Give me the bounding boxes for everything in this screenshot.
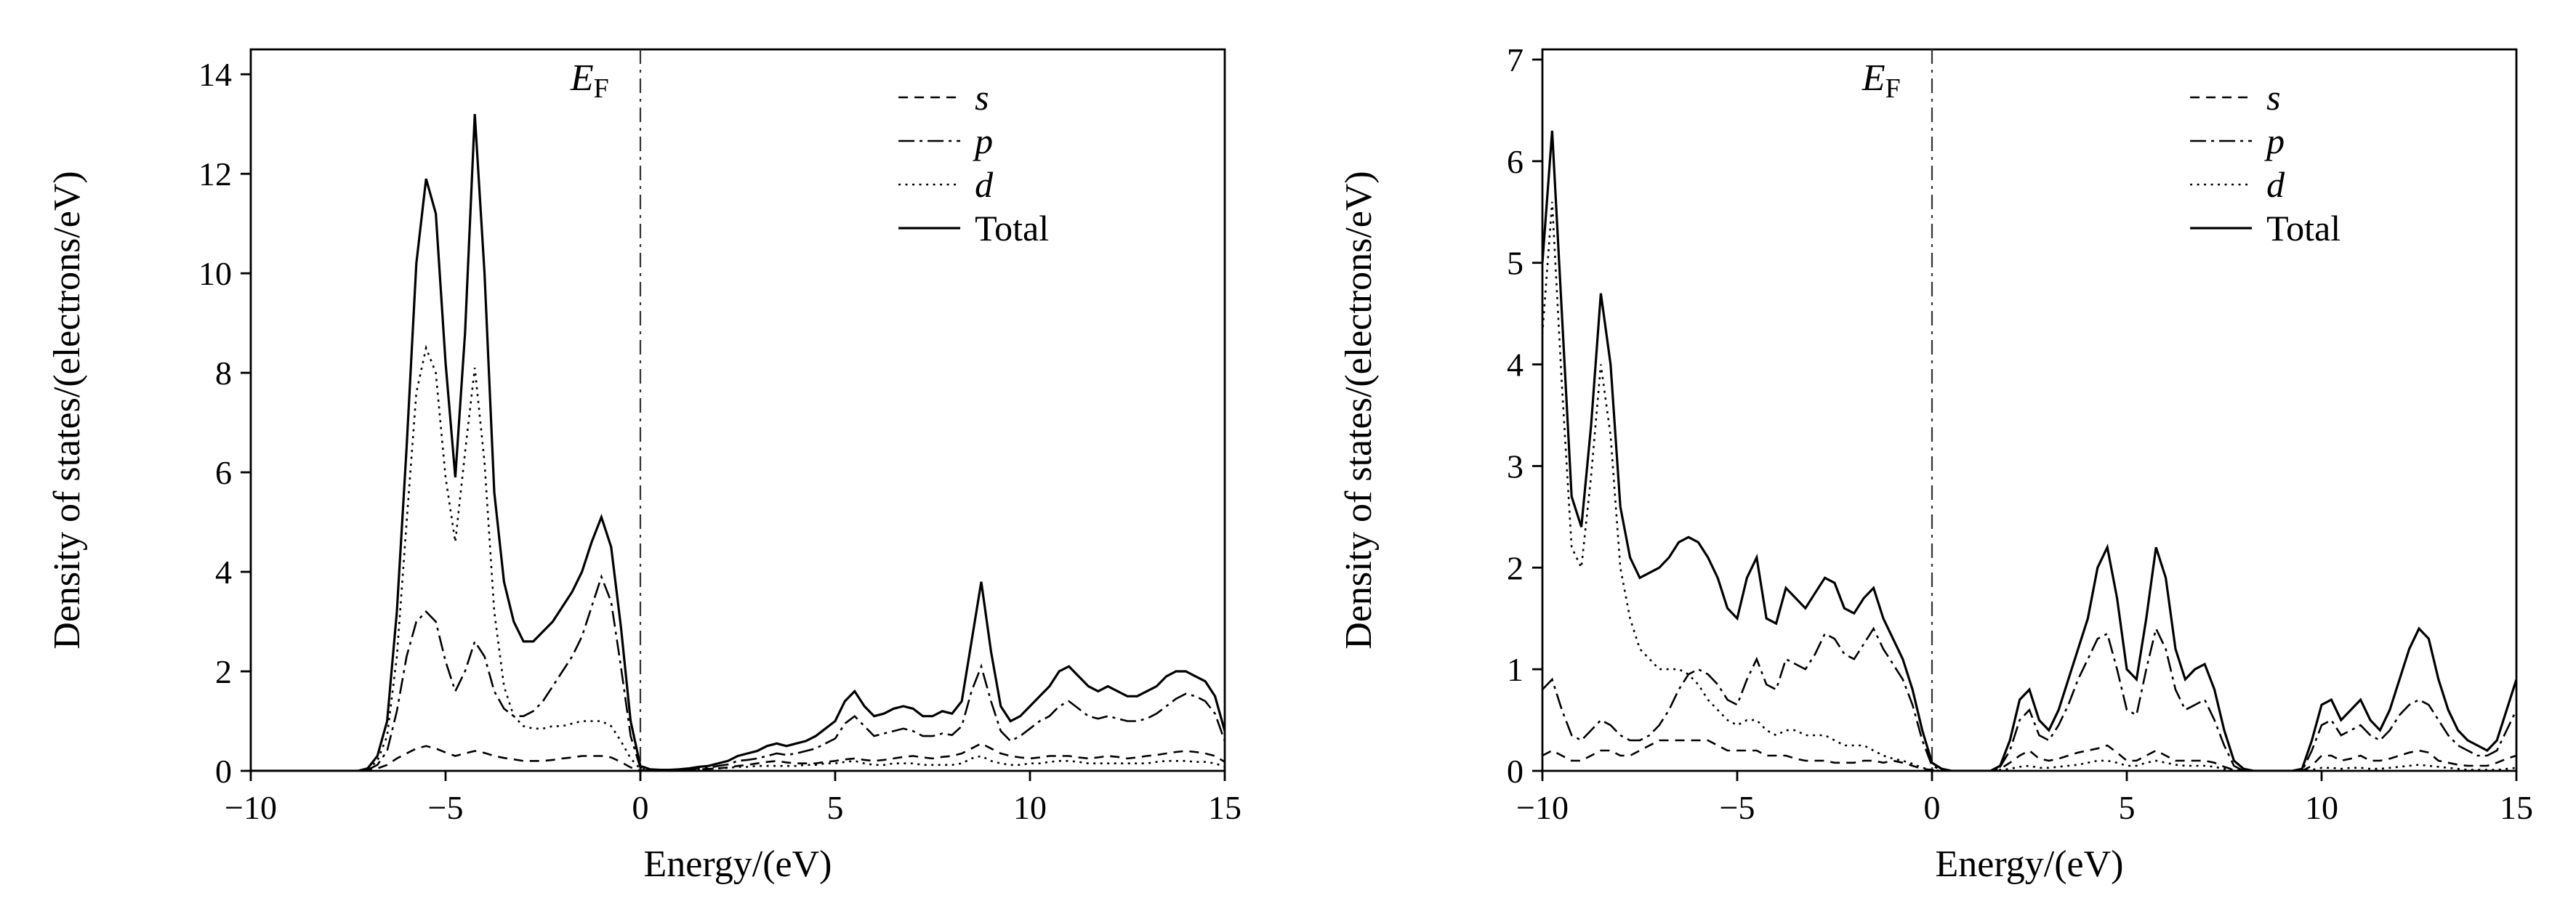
x-tick-label: 5 [2119, 789, 2136, 826]
y-tick-label: 5 [1507, 245, 1524, 282]
axis-frame [1541, 48, 2518, 772]
y-tick-label: 8 [215, 355, 232, 392]
legend-label-p: p [2264, 121, 2285, 161]
y-axis-label: Density of states/(electrons/eV) [1338, 171, 1380, 649]
y-tick-label: 0 [215, 753, 232, 790]
x-tick-label: 5 [827, 789, 844, 826]
series-p-line [251, 574, 1225, 771]
dos-chart-left-panel: −10 −5 0 5 10 15 0 2 4 6 8 10 12 14 Energy/(eV) Density… [33, 0, 1268, 914]
legend-label-Total: Total [975, 208, 1049, 248]
x-tick-label: −10 [1516, 789, 1569, 826]
y-tick-label: 14 [198, 56, 232, 93]
dos-chart-left: −10 −5 0 5 10 15 0 2 4 6 8 10 12 14 Energy/(eV) Density… [33, 0, 1268, 914]
legend-label-Total: Total [2266, 208, 2340, 248]
x-tick-label: 15 [2500, 789, 2533, 826]
series-d-line [1542, 201, 2516, 771]
series-Total-line [251, 113, 1225, 771]
y-tick-label: 10 [198, 255, 232, 292]
x-axis-label: Energy/(eV) [1936, 844, 2124, 885]
legend-label-d: d [2266, 164, 2285, 205]
axis-frame [249, 48, 1226, 772]
x-tick-label: 10 [1013, 789, 1047, 826]
x-tick-label: −5 [1720, 789, 1755, 826]
y-tick-label: 6 [1507, 143, 1524, 180]
y-tick-label: 7 [1507, 41, 1524, 78]
x-tick-label: −5 [428, 789, 464, 826]
series-Total-line [1542, 130, 2516, 771]
y-tick-label: 1 [1507, 651, 1524, 688]
legend-label-s: s [2266, 77, 2280, 118]
legend-label-s: s [975, 77, 989, 118]
y-axis-label: Density of states/(electrons/eV) [47, 171, 88, 649]
x-tick-label: 0 [1924, 789, 1941, 826]
fermi-label: EF [1861, 57, 1901, 104]
y-tick-label: 2 [215, 653, 232, 690]
y-tick-label: 4 [1507, 347, 1524, 384]
y-tick-label: 4 [215, 554, 232, 591]
legend-label-p: p [973, 121, 993, 161]
y-tick-label: 6 [215, 454, 232, 491]
y-tick-label: 12 [198, 155, 232, 193]
x-tick-label: 0 [632, 789, 649, 826]
y-tick-label: 3 [1507, 448, 1524, 485]
series-s-line [251, 742, 1225, 771]
x-tick-label: 15 [1208, 789, 1241, 826]
series-s-line [1542, 739, 2516, 771]
x-tick-label: 10 [2305, 789, 2338, 826]
dos-chart-right-panel: −10 −5 0 5 10 15 0 1 2 3 4 5 6 7 Energy/(eV) Density of… [1324, 0, 2560, 914]
legend-label-d: d [975, 164, 994, 205]
fermi-label: EF [570, 57, 609, 104]
dos-chart-right: −10 −5 0 5 10 15 0 1 2 3 4 5 6 7 Energy/(eV) Density of… [1324, 0, 2560, 914]
y-tick-label: 0 [1507, 753, 1524, 790]
x-tick-label: −10 [225, 789, 277, 826]
y-tick-label: 2 [1507, 549, 1524, 586]
series-p-line [1542, 626, 2516, 771]
x-axis-label: Energy/(eV) [644, 844, 832, 885]
